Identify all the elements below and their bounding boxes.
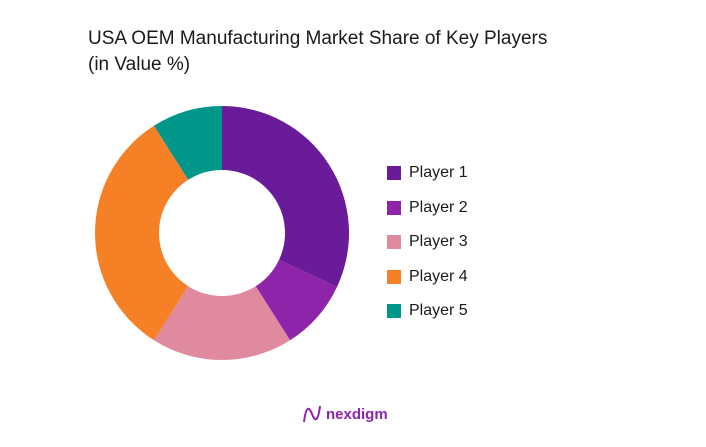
legend-swatch <box>387 166 401 181</box>
donut-slice-4 <box>94 125 189 341</box>
legend: Player 1 Player 2 Player 3 Player 4 Player 5 <box>387 156 468 329</box>
legend-label: Player 2 <box>409 198 468 216</box>
chart-title-line2: (in Value %) <box>88 54 191 75</box>
legend-label: Player 1 <box>409 164 468 182</box>
legend-swatch <box>387 235 401 250</box>
donut-slice-2 <box>255 259 337 341</box>
nexdigm-logo-icon <box>303 405 321 423</box>
donut-slice-5 <box>153 106 222 180</box>
brand-name: nexdigm <box>326 405 388 423</box>
legend-swatch <box>387 200 401 215</box>
legend-item: Player 1 <box>387 156 468 191</box>
legend-item: Player 5 <box>387 294 468 329</box>
legend-swatch <box>387 304 401 319</box>
chart-title: USA OEM Manufacturing Market Share of Ke… <box>88 26 547 78</box>
chart-title-line1: USA OEM Manufacturing Market Share of Ke… <box>88 28 548 49</box>
donut-slice-3 <box>153 286 291 360</box>
donut-slice-1 <box>222 106 349 288</box>
legend-label: Player 3 <box>409 233 468 251</box>
legend-item: Player 4 <box>387 260 468 295</box>
legend-label: Player 4 <box>409 267 468 285</box>
legend-item: Player 2 <box>387 191 468 226</box>
brand-logo: nexdigm <box>302 404 388 424</box>
legend-swatch <box>387 269 401 284</box>
legend-label: Player 5 <box>409 302 468 320</box>
legend-item: Player 3 <box>387 225 468 260</box>
